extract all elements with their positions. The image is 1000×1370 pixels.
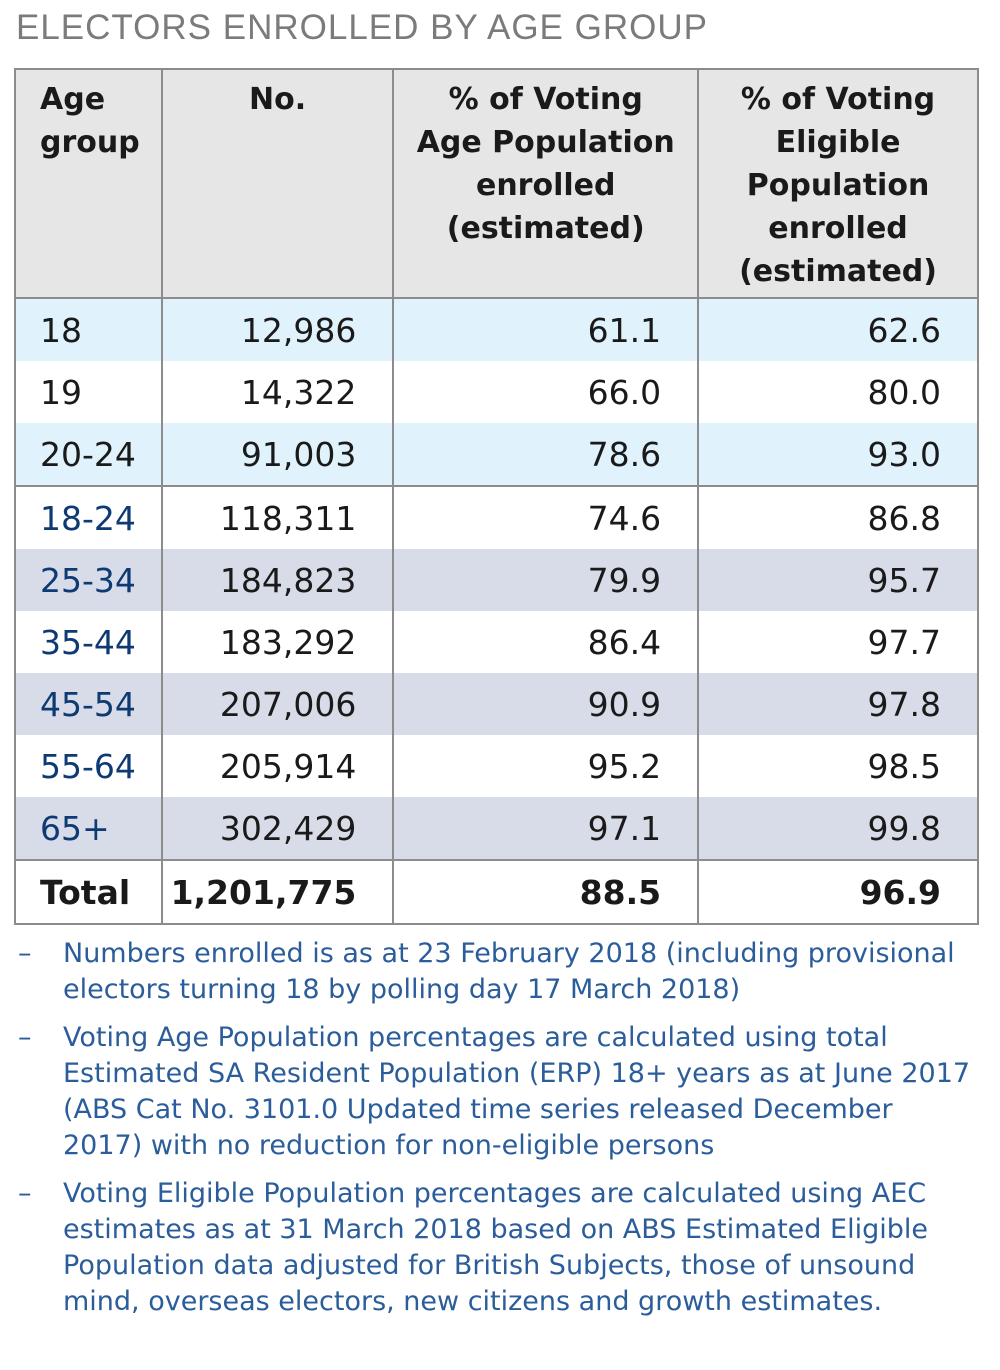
age-cell: Total: [14, 859, 163, 924]
footnote-text: Numbers enrolled is as at 23 February 20…: [63, 938, 955, 1005]
age-cell: 18: [14, 298, 163, 361]
table-row: 19 14,322 66.0 80.0: [14, 361, 979, 423]
age-cell: 20-24: [14, 423, 163, 486]
age-cell: 25-34: [14, 549, 163, 611]
vap-cell: 79.9: [392, 549, 700, 611]
age-cell: 45-54: [14, 673, 163, 735]
vep-cell: 86.8: [697, 485, 979, 549]
number-cell: 1,201,775: [160, 859, 395, 924]
number-cell: 207,006: [160, 673, 395, 735]
table-row: 45-54 207,006 90.9 97.8: [14, 673, 979, 735]
vap-cell: 74.6: [392, 485, 700, 549]
number-cell: 118,311: [160, 485, 395, 549]
vap-cell: 86.4: [392, 611, 700, 673]
vep-cell: 80.0: [697, 361, 979, 423]
number-cell: 91,003: [160, 423, 395, 486]
footnotes: – Numbers enrolled is as at 23 February 2…: [0, 936, 1000, 1332]
vap-cell: 61.1: [392, 298, 700, 361]
age-cell: 18-24: [14, 485, 163, 549]
vap-cell: 78.6: [392, 423, 700, 486]
footnote-text: Voting Eligible Population percentages a…: [63, 1178, 928, 1317]
number-cell: 205,914: [160, 735, 395, 797]
table-row: 18-24 118,311 74.6 86.8: [14, 485, 979, 549]
number-cell: 12,986: [160, 298, 395, 361]
age-cell: 55-64: [14, 735, 163, 797]
number-cell: 302,429: [160, 797, 395, 860]
vep-cell: 95.7: [697, 549, 979, 611]
table-row: 20-24 91,003 78.6 93.0: [14, 423, 979, 486]
vep-cell: 97.8: [697, 673, 979, 735]
header-age-group: Age group: [14, 69, 163, 299]
table-row: 55-64 205,914 95.2 98.5: [14, 735, 979, 797]
vep-cell: 97.7: [697, 611, 979, 673]
footnote: – Voting Age Population percentages are c…: [0, 1020, 1000, 1164]
header-vep: % of Voting Eligible Population enrolled…: [697, 69, 979, 299]
dash-bullet: –: [18, 1178, 32, 1209]
dash-bullet: –: [18, 1022, 32, 1053]
vap-cell: 66.0: [392, 361, 700, 423]
table-row: 25-34 184,823 79.9 95.7: [14, 549, 979, 611]
header-vap: % of Voting Age Population enrolled (est…: [392, 69, 700, 299]
vap-cell: 90.9: [392, 673, 700, 735]
age-cell: 19: [14, 361, 163, 423]
vep-cell: 96.9: [697, 859, 979, 924]
total-row: Total 1,201,775 88.5 96.9: [14, 859, 979, 924]
footnote: – Voting Eligible Population percentages …: [0, 1176, 1000, 1320]
page-title: ELECTORS ENROLLED BY AGE GROUP: [16, 8, 708, 47]
vap-cell: 95.2: [392, 735, 700, 797]
number-cell: 184,823: [160, 549, 395, 611]
vap-cell: 97.1: [392, 797, 700, 860]
header-number: No.: [160, 69, 395, 299]
enrolment-table: Age group No. % of Voting Age Population…: [14, 68, 979, 925]
table-row: 65+ 302,429 97.1 99.8: [14, 797, 979, 860]
header-row: Age group No. % of Voting Age Population…: [14, 69, 979, 299]
vep-cell: 62.6: [697, 298, 979, 361]
number-cell: 14,322: [160, 361, 395, 423]
age-cell: 65+: [14, 797, 163, 860]
footnote: – Numbers enrolled is as at 23 February 2…: [0, 936, 1000, 1008]
footnote-text: Voting Age Population percentages are ca…: [63, 1022, 971, 1161]
vep-cell: 99.8: [697, 797, 979, 860]
vep-cell: 98.5: [697, 735, 979, 797]
table-row: 35-44 183,292 86.4 97.7: [14, 611, 979, 673]
dash-bullet: –: [18, 938, 32, 969]
age-cell: 35-44: [14, 611, 163, 673]
number-cell: 183,292: [160, 611, 395, 673]
vep-cell: 93.0: [697, 423, 979, 486]
table-row: 18 12,986 61.1 62.6: [14, 298, 979, 361]
vap-cell: 88.5: [392, 859, 700, 924]
